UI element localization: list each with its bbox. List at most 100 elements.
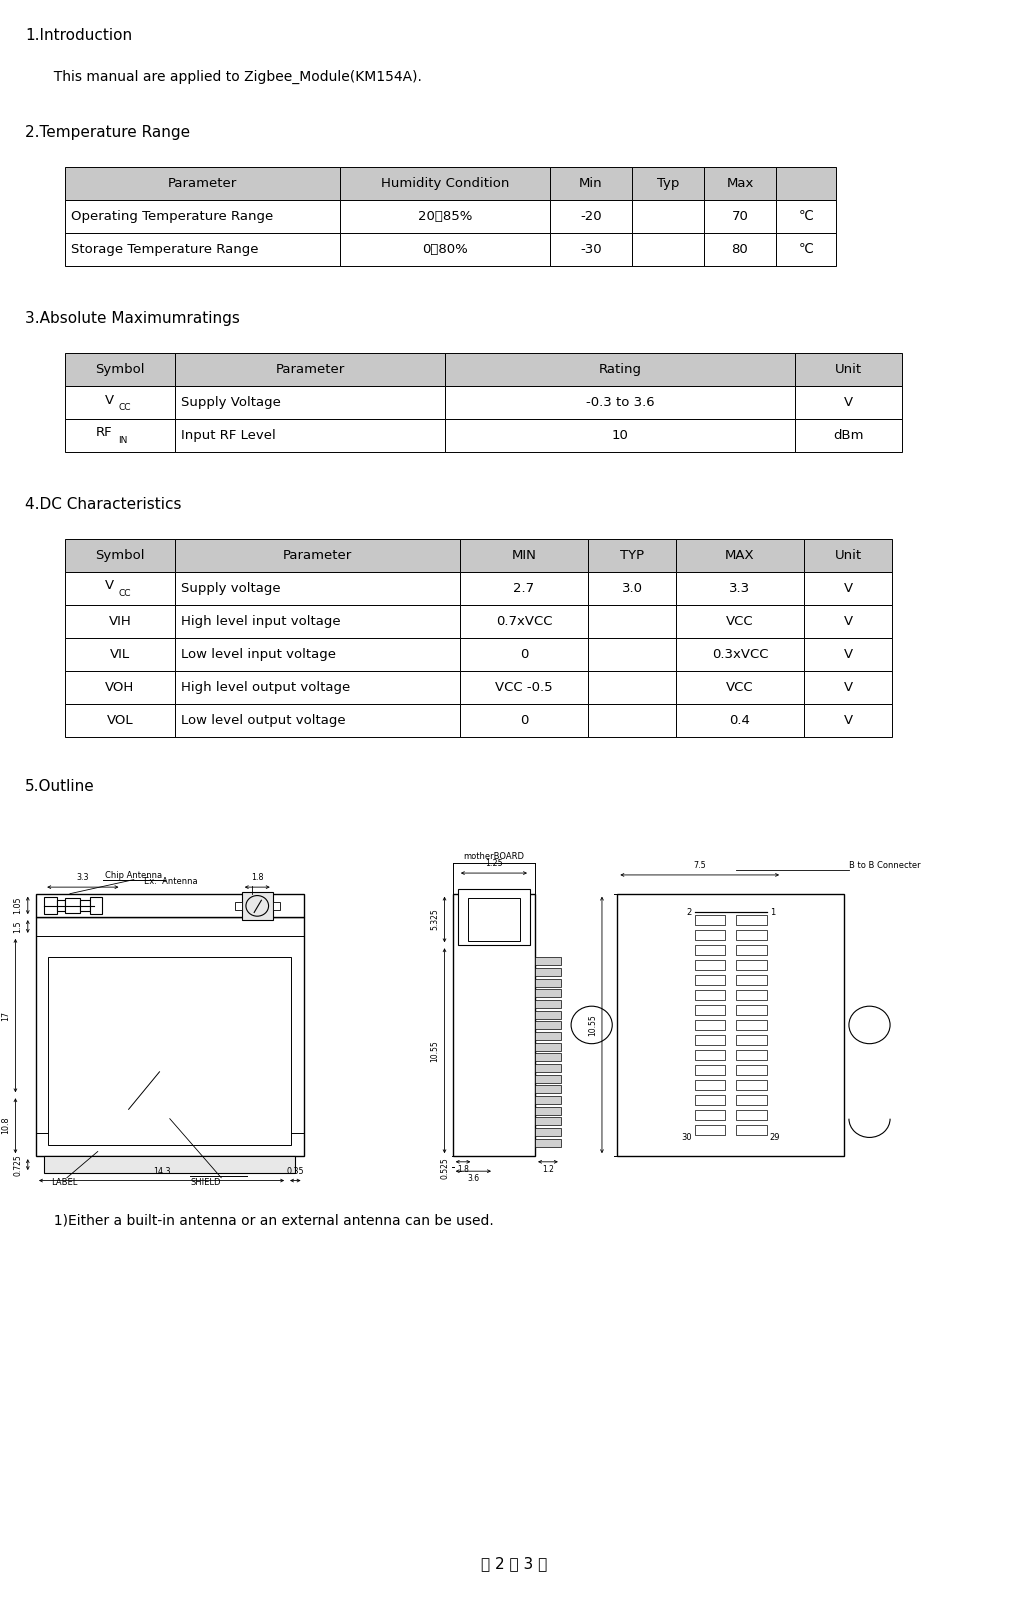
Bar: [776, 166, 836, 200]
Text: V: V: [844, 582, 853, 595]
Bar: [65, 166, 340, 200]
Text: （ 2 ／ 3 ）: （ 2 ／ 3 ）: [482, 1556, 547, 1572]
Bar: [460, 572, 588, 604]
Text: 4.DC Characteristics: 4.DC Characteristics: [25, 497, 181, 512]
Bar: [676, 638, 804, 672]
Text: Low level input voltage: Low level input voltage: [181, 648, 336, 660]
Text: Storage Temperature Range: Storage Temperature Range: [71, 243, 258, 256]
Bar: [804, 638, 892, 672]
Bar: [736, 1065, 767, 1075]
Bar: [795, 353, 902, 385]
Text: ℃: ℃: [799, 243, 814, 256]
Bar: [535, 1129, 561, 1137]
Bar: [175, 704, 460, 737]
Text: SHIELD: SHIELD: [190, 1178, 221, 1186]
Bar: [48, 958, 291, 1145]
Text: 30: 30: [681, 1134, 691, 1142]
Bar: [175, 638, 460, 672]
Bar: [175, 604, 460, 638]
Bar: [460, 638, 588, 672]
Text: Operating Temperature Range: Operating Temperature Range: [71, 209, 274, 222]
Text: 1.Introduction: 1.Introduction: [25, 29, 132, 43]
Text: 29: 29: [770, 1134, 780, 1142]
Bar: [535, 1022, 561, 1030]
Text: 1: 1: [770, 908, 775, 916]
Bar: [736, 945, 767, 955]
Text: VIH: VIH: [109, 616, 132, 628]
Bar: [535, 1043, 561, 1051]
Bar: [804, 672, 892, 704]
Bar: [736, 1004, 767, 1015]
Text: Unit: Unit: [835, 548, 861, 561]
Text: 0～80%: 0～80%: [422, 243, 468, 256]
Bar: [273, 902, 280, 910]
Bar: [695, 1110, 725, 1121]
Bar: [65, 385, 175, 419]
Text: 0.7xVCC: 0.7xVCC: [496, 616, 553, 628]
Bar: [65, 200, 340, 233]
Text: motherBOARD: motherBOARD: [463, 852, 525, 860]
Bar: [695, 1079, 725, 1091]
Bar: [736, 1020, 767, 1030]
Bar: [632, 166, 704, 200]
Bar: [90, 897, 102, 915]
Text: Ex.  Antenna: Ex. Antenna: [144, 878, 198, 886]
Bar: [36, 918, 304, 1156]
Text: 7.5: 7.5: [694, 862, 706, 870]
Text: Low level output voltage: Low level output voltage: [181, 715, 346, 728]
Text: 1)Either a built-in antenna or an external antenna can be used.: 1)Either a built-in antenna or an extern…: [45, 1214, 494, 1228]
Text: Humidity Condition: Humidity Condition: [381, 177, 509, 190]
Bar: [704, 166, 776, 200]
Text: 1.8: 1.8: [251, 873, 263, 883]
Bar: [736, 959, 767, 971]
Bar: [57, 900, 65, 911]
Bar: [535, 990, 561, 998]
Bar: [617, 894, 844, 1156]
Text: 2.7: 2.7: [513, 582, 534, 595]
Text: MAX: MAX: [725, 548, 755, 561]
Bar: [535, 1118, 561, 1126]
Bar: [535, 1095, 561, 1103]
Text: Symbol: Symbol: [96, 548, 145, 561]
Bar: [44, 897, 57, 915]
Bar: [535, 958, 561, 966]
Bar: [695, 990, 725, 1001]
Text: V: V: [844, 681, 853, 694]
Bar: [460, 539, 588, 572]
Text: 14.3: 14.3: [152, 1167, 171, 1175]
Bar: [588, 704, 676, 737]
Bar: [695, 1095, 725, 1105]
Bar: [588, 572, 676, 604]
Text: 3.6: 3.6: [467, 1174, 480, 1183]
Bar: [804, 704, 892, 737]
Bar: [65, 233, 340, 265]
Bar: [695, 975, 725, 985]
Text: 10.8: 10.8: [1, 1118, 10, 1134]
Bar: [695, 959, 725, 971]
Bar: [704, 233, 776, 265]
Text: 0.525: 0.525: [440, 1158, 450, 1178]
Text: Parameter: Parameter: [276, 363, 345, 376]
Bar: [340, 166, 549, 200]
Text: VIL: VIL: [110, 648, 130, 660]
Text: 5.Outline: 5.Outline: [25, 779, 95, 795]
Text: V: V: [844, 616, 853, 628]
Bar: [175, 539, 460, 572]
Bar: [795, 385, 902, 419]
Text: Supply voltage: Supply voltage: [181, 582, 281, 595]
Text: 5.325: 5.325: [430, 908, 439, 931]
Text: Symbol: Symbol: [96, 363, 145, 376]
Bar: [235, 902, 242, 910]
Text: VCC: VCC: [726, 681, 754, 694]
Bar: [65, 419, 175, 453]
Text: Input RF Level: Input RF Level: [181, 429, 276, 441]
Text: MIN: MIN: [511, 548, 536, 561]
Text: 0.3xVCC: 0.3xVCC: [712, 648, 769, 660]
Text: 1.2: 1.2: [542, 1164, 555, 1174]
Bar: [535, 999, 561, 1007]
Text: RF: RF: [96, 427, 112, 440]
Bar: [676, 572, 804, 604]
Bar: [65, 539, 175, 572]
Text: 1.8: 1.8: [457, 1164, 469, 1174]
Bar: [736, 975, 767, 985]
